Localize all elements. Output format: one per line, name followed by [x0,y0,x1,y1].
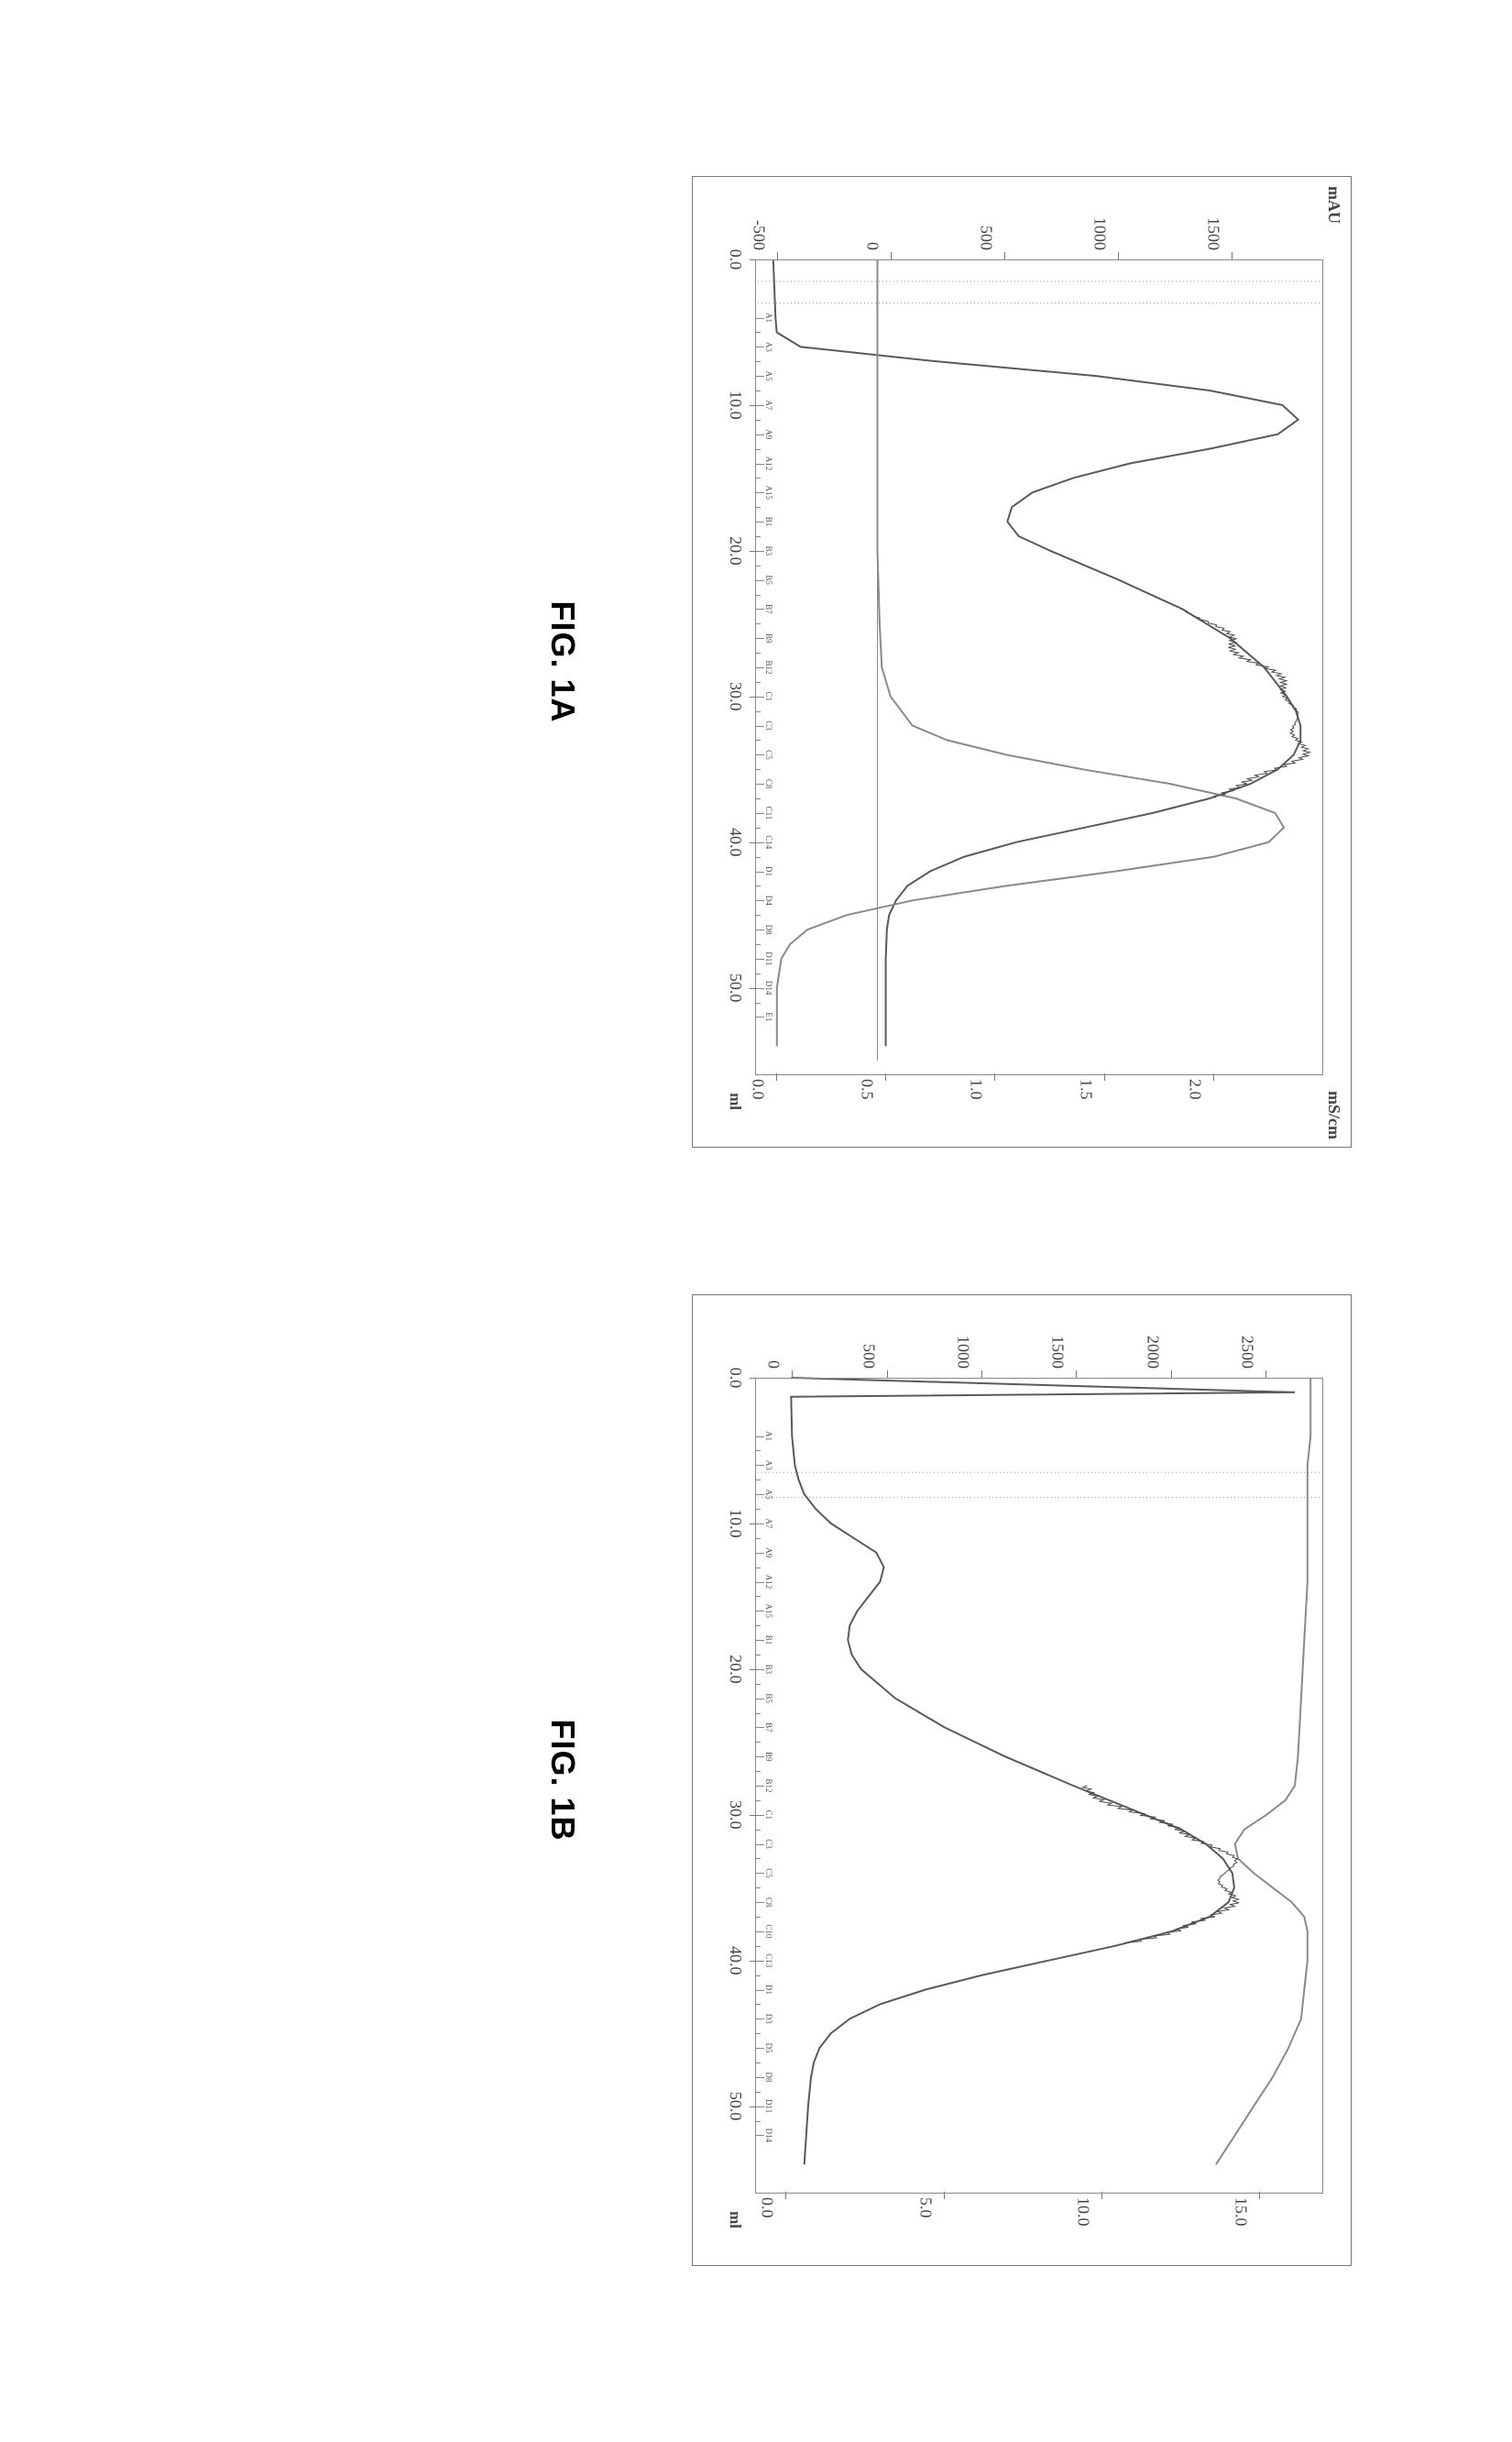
y1-tick-label: 1000 [954,1303,973,1369]
chart-box: A1A3A5A7A9A12A15B1B3B5B7B9B12C1C3C5C8C10… [692,1294,1352,2266]
y1-tick [792,1370,793,1378]
y1-tick-label: 500 [859,1303,878,1369]
page-root: mAU mS/cm A1A3A5A7A9A12A15B1B3B5B7B9B12C1C… [0,0,1512,2442]
figure-panel-B: A1A3A5A7A9A12A15B1B3B5B7B9B12C1C3C5C8C10… [543,1276,1352,2284]
x-tick-label: 40.0 [726,1946,745,1975]
y1-tick-label: 500 [976,184,995,250]
plot-border [755,1378,1323,2194]
x-tick-label: 30.0 [726,682,745,711]
x-tick-label: 30.0 [726,1800,745,1830]
y1-tick [1118,252,1119,259]
y1-tick-label: 2500 [1238,1303,1257,1369]
x-tick-label: 20.0 [726,536,745,566]
y1-tick-label: -500 [749,184,768,250]
y1-tick [1004,252,1005,259]
y2-tick-label: 5.0 [915,2197,935,2258]
y1-tick-label: 1000 [1090,184,1109,250]
rotated-figure-wrap: mAU mS/cm A1A3A5A7A9A12A15B1B3B5B7B9B12C1C… [160,121,1352,2321]
y1-tick-label: 2000 [1143,1303,1162,1369]
y1-tick [1076,1370,1077,1378]
x-tick-label: 0.0 [726,249,745,270]
x-tick-label: 0.0 [726,1368,745,1389]
y1-tick-label: 1500 [1048,1303,1068,1369]
figure-landscape: mAU mS/cm A1A3A5A7A9A12A15B1B3B5B7B9B12C1C… [160,121,1352,2321]
x-tick-label: 10.0 [726,390,745,420]
x-unit-label: ml [726,1093,744,1110]
y2-tick-label: 15.0 [1232,2197,1251,2258]
y2-tick-label: 1.0 [967,1079,986,1139]
figure-panel-A: mAUmS/cmA1A3A5A7A9A12A15B1B3B5B7B9B12C1C… [543,158,1352,1166]
chart-box: mAUmS/cmA1A3A5A7A9A12A15B1B3B5B7B9B12C1C… [692,176,1352,1148]
y2-tick-label: 0.0 [758,2197,777,2258]
y2-unit-label: mS/cm [1324,1091,1343,1139]
plot-border [755,259,1323,1075]
y1-tick [777,252,778,259]
y1-tick [887,1370,888,1378]
y1-tick-label: 0 [764,1303,783,1369]
x-tick-label: 50.0 [726,2092,745,2121]
x-tick-label: 40.0 [726,828,745,857]
x-tick-label: 20.0 [726,1655,745,1684]
y1-tick [891,252,892,259]
x-tick-label: 50.0 [726,974,745,1003]
y2-tick-label: 1.5 [1076,1079,1095,1139]
y2-tick-label: 10.0 [1073,2197,1092,2258]
y1-tick-label: 0 [862,184,882,250]
figure-caption: FIG. 1B [543,1719,582,1841]
y1-tick [1265,1370,1266,1378]
y2-tick-label: 0.0 [748,1079,767,1139]
y1-tick [1171,1370,1172,1378]
y1-unit-label: mAU [1324,186,1343,224]
y1-tick [981,1370,982,1378]
y1-tick [1232,252,1233,259]
y2-tick-label: 0.5 [858,1079,877,1139]
y1-tick-label: 1500 [1203,184,1222,250]
y2-tick-label: 2.0 [1185,1079,1204,1139]
x-tick-label: 10.0 [726,1509,745,1538]
x-unit-label: ml [726,2211,744,2228]
figure-caption: FIG. 1A [543,600,582,722]
